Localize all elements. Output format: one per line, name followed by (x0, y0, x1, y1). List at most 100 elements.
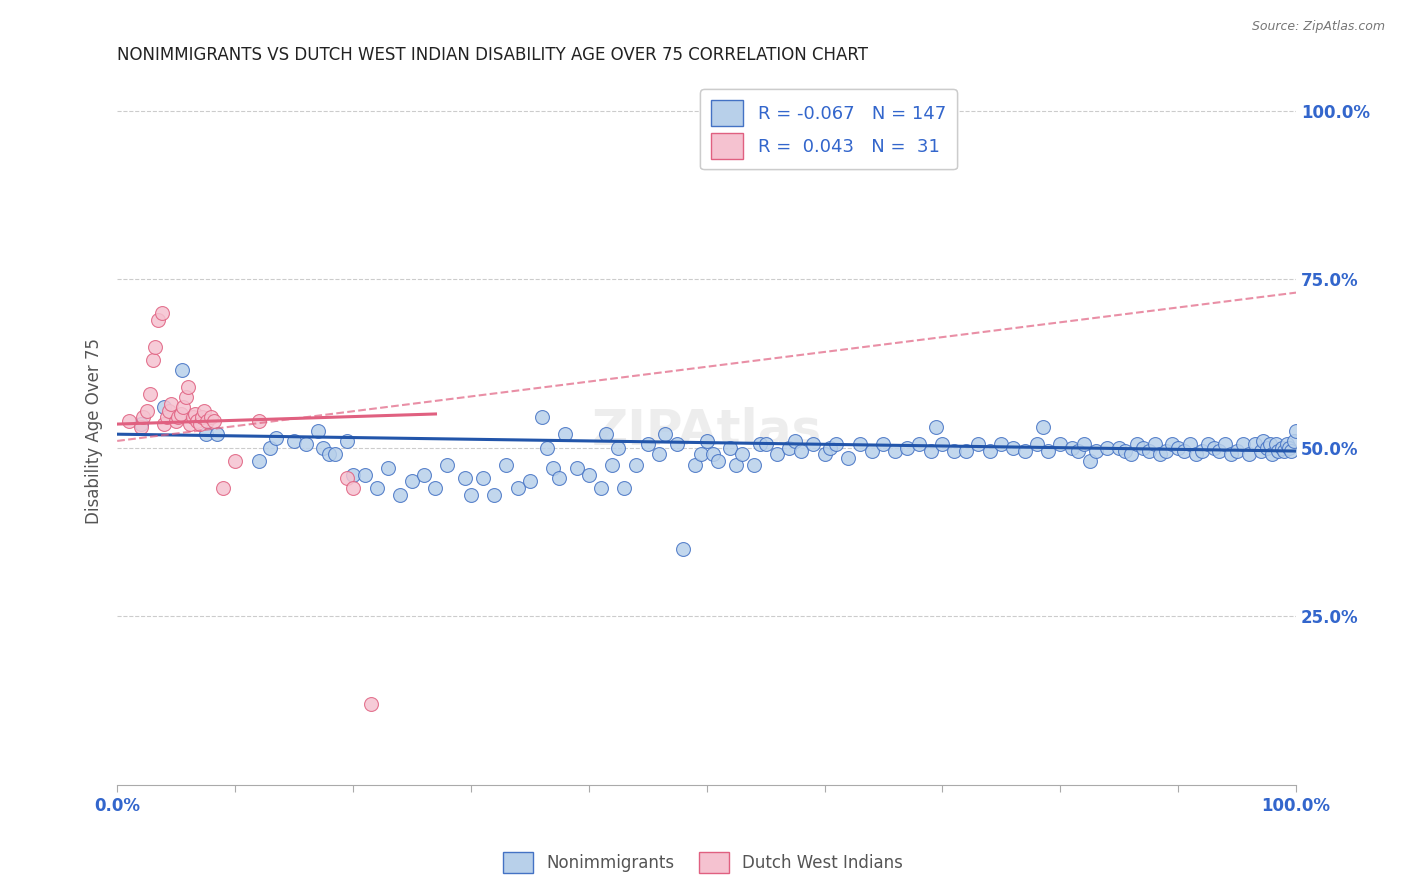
Point (1232, 437, 1254, 451)
Point (607, 441, 630, 455)
Point (1126, 437, 1149, 451)
Legend: R = -0.067   N = 147, R =  0.043   N =  31: R = -0.067 N = 147, R = 0.043 N = 31 (700, 89, 957, 169)
Point (318, 447, 340, 461)
Point (1271, 441, 1294, 455)
Point (1014, 444, 1036, 458)
Point (554, 427, 576, 442)
Point (193, 403, 215, 417)
Point (689, 447, 711, 461)
Point (548, 471, 571, 485)
Point (578, 467, 600, 482)
Point (536, 441, 558, 455)
Point (212, 481, 235, 495)
Point (191, 410, 214, 425)
Point (224, 454, 246, 468)
Point (1097, 441, 1119, 455)
Point (1197, 437, 1219, 451)
Point (153, 401, 176, 415)
Point (1191, 444, 1213, 458)
Point (1285, 424, 1308, 438)
Point (1143, 437, 1166, 451)
Point (1038, 444, 1060, 458)
Point (1149, 447, 1171, 461)
Point (160, 397, 183, 411)
Point (801, 437, 824, 451)
Point (1173, 444, 1195, 458)
Point (1275, 437, 1298, 451)
Point (179, 417, 201, 431)
Point (360, 697, 382, 711)
Point (589, 481, 612, 495)
Point (412, 467, 434, 482)
Point (266, 431, 288, 445)
Point (920, 444, 942, 458)
Point (1267, 444, 1289, 458)
Point (1025, 437, 1047, 451)
Point (150, 306, 173, 320)
Point (778, 441, 800, 455)
Point (148, 312, 170, 326)
Point (1213, 437, 1236, 451)
Point (1137, 444, 1160, 458)
Point (194, 427, 217, 442)
Point (1243, 437, 1265, 451)
Point (167, 410, 190, 425)
Point (860, 444, 883, 458)
Point (342, 467, 364, 482)
Point (353, 467, 375, 482)
Point (142, 353, 165, 368)
Point (1002, 441, 1025, 455)
Point (181, 410, 204, 425)
Point (207, 427, 229, 442)
Point (943, 444, 966, 458)
Point (312, 441, 335, 455)
Point (1250, 444, 1272, 458)
Point (1156, 444, 1178, 458)
Point (1119, 447, 1142, 461)
Text: NONIMMIGRANTS VS DUTCH WEST INDIAN DISABILITY AGE OVER 75 CORRELATION CHART: NONIMMIGRANTS VS DUTCH WEST INDIAN DISAB… (117, 46, 868, 64)
Point (707, 454, 730, 468)
Point (820, 441, 842, 455)
Point (454, 471, 477, 485)
Point (813, 447, 835, 461)
Point (990, 437, 1012, 451)
Point (1178, 437, 1201, 451)
Point (1279, 444, 1302, 458)
Point (1251, 434, 1274, 448)
Point (896, 441, 918, 455)
Point (188, 417, 211, 431)
Point (1265, 437, 1288, 451)
Point (1161, 437, 1184, 451)
Point (648, 447, 671, 461)
Point (1220, 447, 1243, 461)
Point (156, 410, 179, 425)
Point (1049, 437, 1071, 451)
Point (702, 447, 724, 461)
Point (1060, 441, 1083, 455)
Point (174, 390, 197, 404)
Point (283, 434, 305, 448)
Point (259, 441, 281, 455)
Point (696, 434, 718, 448)
Point (1108, 441, 1130, 455)
Point (1078, 454, 1101, 468)
Point (247, 414, 270, 428)
Text: Source: ZipAtlas.com: Source: ZipAtlas.com (1251, 20, 1385, 33)
Point (1282, 434, 1305, 448)
Point (1261, 447, 1284, 461)
Point (666, 437, 689, 451)
Point (177, 380, 200, 394)
Point (336, 471, 359, 485)
Point (132, 410, 155, 425)
Point (1114, 444, 1136, 458)
Point (979, 444, 1001, 458)
Point (966, 437, 988, 451)
Point (766, 447, 789, 461)
Point (129, 420, 152, 434)
Point (143, 340, 166, 354)
Point (139, 386, 162, 401)
Point (530, 410, 553, 425)
Point (129, 417, 152, 431)
Point (170, 407, 193, 421)
Point (543, 461, 565, 475)
